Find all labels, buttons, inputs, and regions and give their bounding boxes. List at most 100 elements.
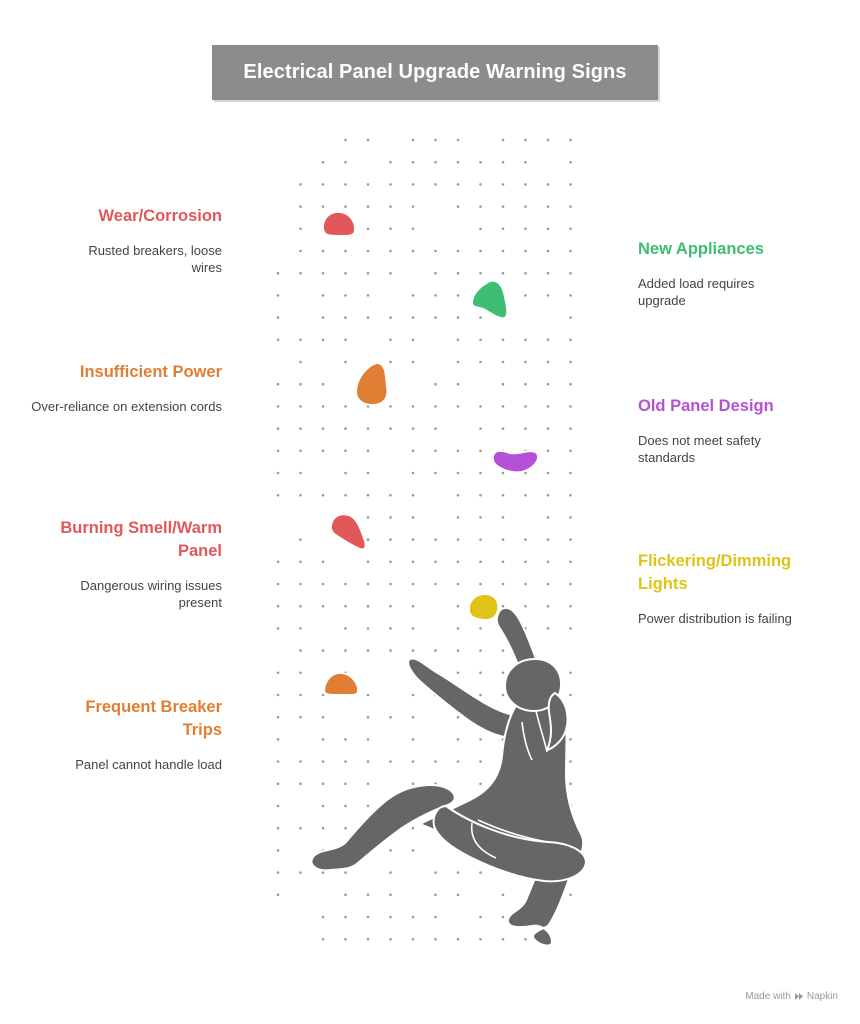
wall-dot	[569, 338, 572, 342]
wall-dot	[411, 560, 415, 564]
wall-dot	[366, 227, 370, 231]
wall-dot	[524, 493, 527, 497]
wall-dot	[366, 915, 370, 919]
wall-dot	[321, 582, 325, 586]
wall-dot	[434, 560, 437, 564]
wall-dot	[456, 760, 460, 763]
heading-insufficient-power: Insufficient Power	[79, 363, 222, 381]
wall-dot	[276, 627, 280, 630]
wall-dot	[456, 271, 460, 275]
wall-dot	[479, 160, 482, 164]
wall-dot	[524, 249, 527, 253]
wall-dot	[501, 493, 505, 497]
wall-dot	[299, 427, 302, 430]
wall-dot	[321, 649, 325, 652]
wall-dot	[479, 338, 482, 342]
wall-dot	[546, 582, 550, 586]
wall-dot	[411, 427, 415, 430]
wall-dot	[389, 915, 392, 919]
wall-dot	[479, 871, 482, 874]
wall-dot	[569, 249, 572, 253]
hold-wear-corrosion	[321, 210, 357, 238]
wall-dot	[479, 249, 482, 253]
wall-dot	[299, 271, 302, 275]
wall-dot	[411, 183, 415, 186]
wall-dot	[389, 604, 392, 608]
description-burning-smell: Dangerous wiring issues present	[80, 578, 222, 610]
wall-dot	[411, 493, 415, 497]
wall-dot	[456, 160, 460, 164]
wall-dot	[299, 183, 302, 186]
wall-dot	[299, 627, 302, 630]
label-new-appliances: New Appliances Added load requires upgra…	[638, 238, 838, 309]
wall-dot	[321, 338, 325, 342]
wall-dot	[366, 271, 370, 275]
wall-dot	[276, 849, 280, 852]
wall-dot	[479, 183, 482, 186]
wall-dot	[479, 582, 482, 586]
wall-dot	[276, 871, 280, 874]
wall-dot	[479, 738, 482, 741]
wall-dot	[524, 160, 527, 164]
page-title: Electrical Panel Upgrade Warning Signs	[243, 61, 627, 83]
wall-dot	[569, 138, 572, 142]
wall-dot	[321, 382, 325, 386]
wall-dot	[569, 604, 572, 608]
wall-dot	[501, 227, 505, 231]
wall-dot	[524, 138, 527, 142]
wall-dot	[344, 826, 347, 830]
wall-dot	[344, 893, 347, 897]
wall-dot	[321, 782, 325, 786]
wall-dot	[276, 782, 280, 786]
wall-dot	[479, 493, 482, 497]
wall-dot	[569, 516, 572, 519]
wall-dot	[524, 582, 527, 586]
wall-dot	[321, 316, 325, 319]
wall-dot	[434, 760, 437, 763]
wall-dot	[411, 316, 415, 319]
label-insufficient-power: Insufficient Power Over-reliance on exte…	[22, 361, 222, 415]
wall-dot	[479, 427, 482, 430]
hold-insufficient-power	[354, 362, 389, 407]
wall-dot	[366, 183, 370, 186]
wall-dot	[456, 871, 460, 874]
wall-dot	[299, 249, 302, 253]
wall-dot	[366, 449, 370, 453]
wall-dot	[456, 516, 460, 519]
wall-dot	[501, 538, 505, 541]
wall-dot	[276, 449, 280, 453]
wall-dot	[389, 316, 392, 319]
wall-dot	[321, 405, 325, 408]
wall-dot	[366, 427, 370, 430]
wall-dot	[411, 471, 415, 475]
wall-dot	[479, 316, 482, 319]
wall-dot	[501, 138, 505, 142]
hold-old-panel-design	[491, 449, 539, 474]
wall-dot	[389, 627, 392, 630]
wall-dot	[546, 516, 550, 519]
wall-dot	[321, 826, 325, 830]
wall-dot	[299, 582, 302, 586]
wall-dot	[276, 316, 280, 319]
wall-dot	[389, 893, 392, 897]
wall-dot	[321, 693, 325, 697]
wall-dot	[276, 294, 280, 297]
wall-dot	[434, 183, 437, 186]
wall-dot	[456, 937, 460, 941]
wall-dot	[344, 427, 347, 430]
wall-dot	[366, 516, 370, 519]
wall-dot	[479, 449, 482, 453]
wall-dot	[546, 360, 550, 364]
climber-figure	[310, 607, 587, 947]
wall-dot	[524, 538, 527, 541]
description-wear-corrosion: Rusted breakers, loose wires	[88, 243, 222, 275]
hold-flickering-lights	[467, 592, 500, 622]
wall-dot	[411, 782, 415, 786]
wall-dot	[524, 360, 527, 364]
wall-dot	[366, 471, 370, 475]
wall-dot	[501, 915, 505, 919]
wall-dot	[366, 316, 370, 319]
wall-dot	[546, 627, 550, 630]
wall-dot	[299, 227, 302, 231]
wall-dot	[456, 627, 460, 630]
